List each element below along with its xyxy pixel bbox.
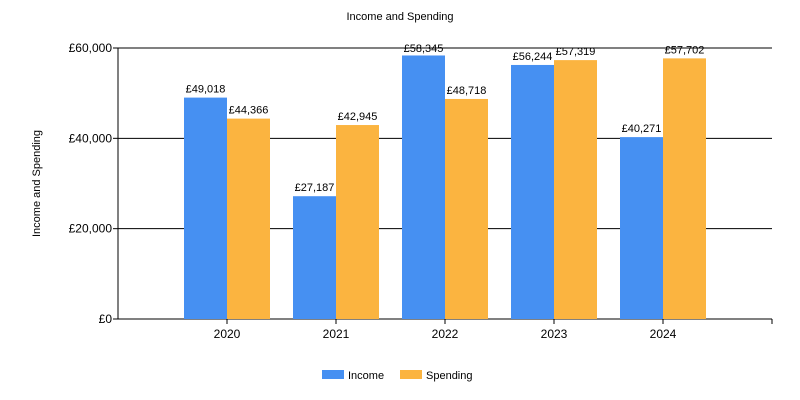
x-tick-label: 2022 xyxy=(432,327,459,341)
legend-label-spending: Spending xyxy=(426,370,473,382)
y-tick-label: £20,000 xyxy=(69,222,113,236)
bar-spending xyxy=(663,58,706,319)
data-label: £42,945 xyxy=(338,111,378,123)
data-label: £57,319 xyxy=(556,46,596,58)
y-tick-label: £0 xyxy=(99,312,113,326)
legend-swatch-income xyxy=(322,370,344,379)
y-tick-label: £40,000 xyxy=(69,131,113,145)
bar-spending xyxy=(445,98,488,319)
y-axis-title: Income and Spending xyxy=(31,130,43,237)
bar-spending xyxy=(227,118,270,320)
bar-income xyxy=(620,137,663,319)
data-label: £57,702 xyxy=(665,44,705,56)
chart-title: Income and Spending xyxy=(346,11,454,23)
bar-spending xyxy=(554,60,597,319)
bar-income xyxy=(293,196,336,319)
x-tick-label: 2024 xyxy=(650,327,677,341)
bar-income xyxy=(402,55,445,319)
y-tick-label: £60,000 xyxy=(69,41,113,55)
x-tick-label: 2023 xyxy=(541,327,568,341)
bar-spending xyxy=(336,125,379,319)
legend-label-income: Income xyxy=(348,370,384,382)
data-label: £44,366 xyxy=(229,105,269,117)
data-label: £40,271 xyxy=(622,123,662,135)
data-label: £58,345 xyxy=(404,43,444,55)
data-label: £48,718 xyxy=(447,85,487,97)
x-tick-label: 2021 xyxy=(323,327,350,341)
bar-income xyxy=(511,64,554,319)
data-label: £49,018 xyxy=(186,84,226,96)
data-label: £27,187 xyxy=(295,182,335,194)
x-tick-label: 2020 xyxy=(214,327,241,341)
bar-income xyxy=(184,97,227,319)
data-label: £56,244 xyxy=(513,51,553,63)
legend-swatch-spending xyxy=(400,370,422,379)
